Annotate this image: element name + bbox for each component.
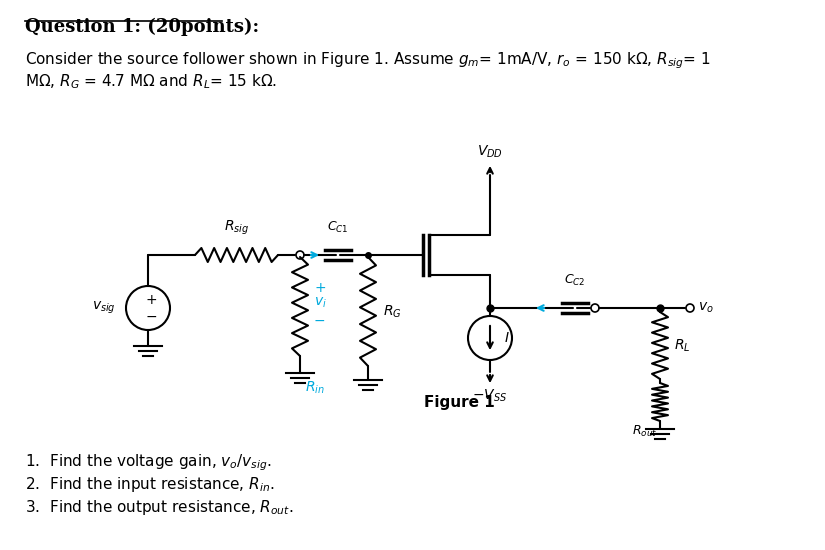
Text: Figure 1: Figure 1	[423, 395, 494, 410]
Text: I: I	[505, 331, 509, 345]
Text: $-V_{SS}$: $-V_{SS}$	[473, 388, 507, 404]
Text: 3.  Find the output resistance, $R_{out}$.: 3. Find the output resistance, $R_{out}$…	[25, 498, 294, 517]
Text: $R_{in}$: $R_{in}$	[305, 380, 325, 397]
Text: $v_o$: $v_o$	[698, 301, 714, 315]
Text: −: −	[314, 314, 326, 327]
Text: 2.  Find the input resistance, $R_{in}$.: 2. Find the input resistance, $R_{in}$.	[25, 475, 275, 494]
Text: +: +	[314, 282, 326, 295]
Text: $C_{C2}$: $C_{C2}$	[564, 273, 586, 288]
Text: $V_{DD}$: $V_{DD}$	[477, 144, 503, 160]
Text: Consider the source follower shown in Figure 1. Assume $g_m$= 1mA/V, $r_o$ = 150: Consider the source follower shown in Fi…	[25, 50, 710, 70]
Text: $R_{sig}$: $R_{sig}$	[224, 219, 249, 237]
Text: $v_i$: $v_i$	[314, 295, 327, 310]
Text: +: +	[145, 293, 157, 307]
Text: M$\Omega$, $R_G$ = 4.7 M$\Omega$ and $R_L$= 15 k$\Omega$.: M$\Omega$, $R_G$ = 4.7 M$\Omega$ and $R_…	[25, 72, 277, 91]
Text: $R_L$: $R_L$	[674, 337, 691, 354]
Text: Question 1: (20points):: Question 1: (20points):	[25, 18, 259, 36]
Text: $C_{C1}$: $C_{C1}$	[328, 220, 349, 235]
Text: $v_{sig}$: $v_{sig}$	[92, 300, 116, 316]
Text: $R_G$: $R_G$	[383, 303, 402, 320]
Text: 1.  Find the voltage gain, $v_o$/$v_{sig}$.: 1. Find the voltage gain, $v_o$/$v_{sig}…	[25, 452, 272, 472]
Text: −: −	[145, 310, 157, 324]
Text: $R_{out}$: $R_{out}$	[632, 424, 657, 439]
